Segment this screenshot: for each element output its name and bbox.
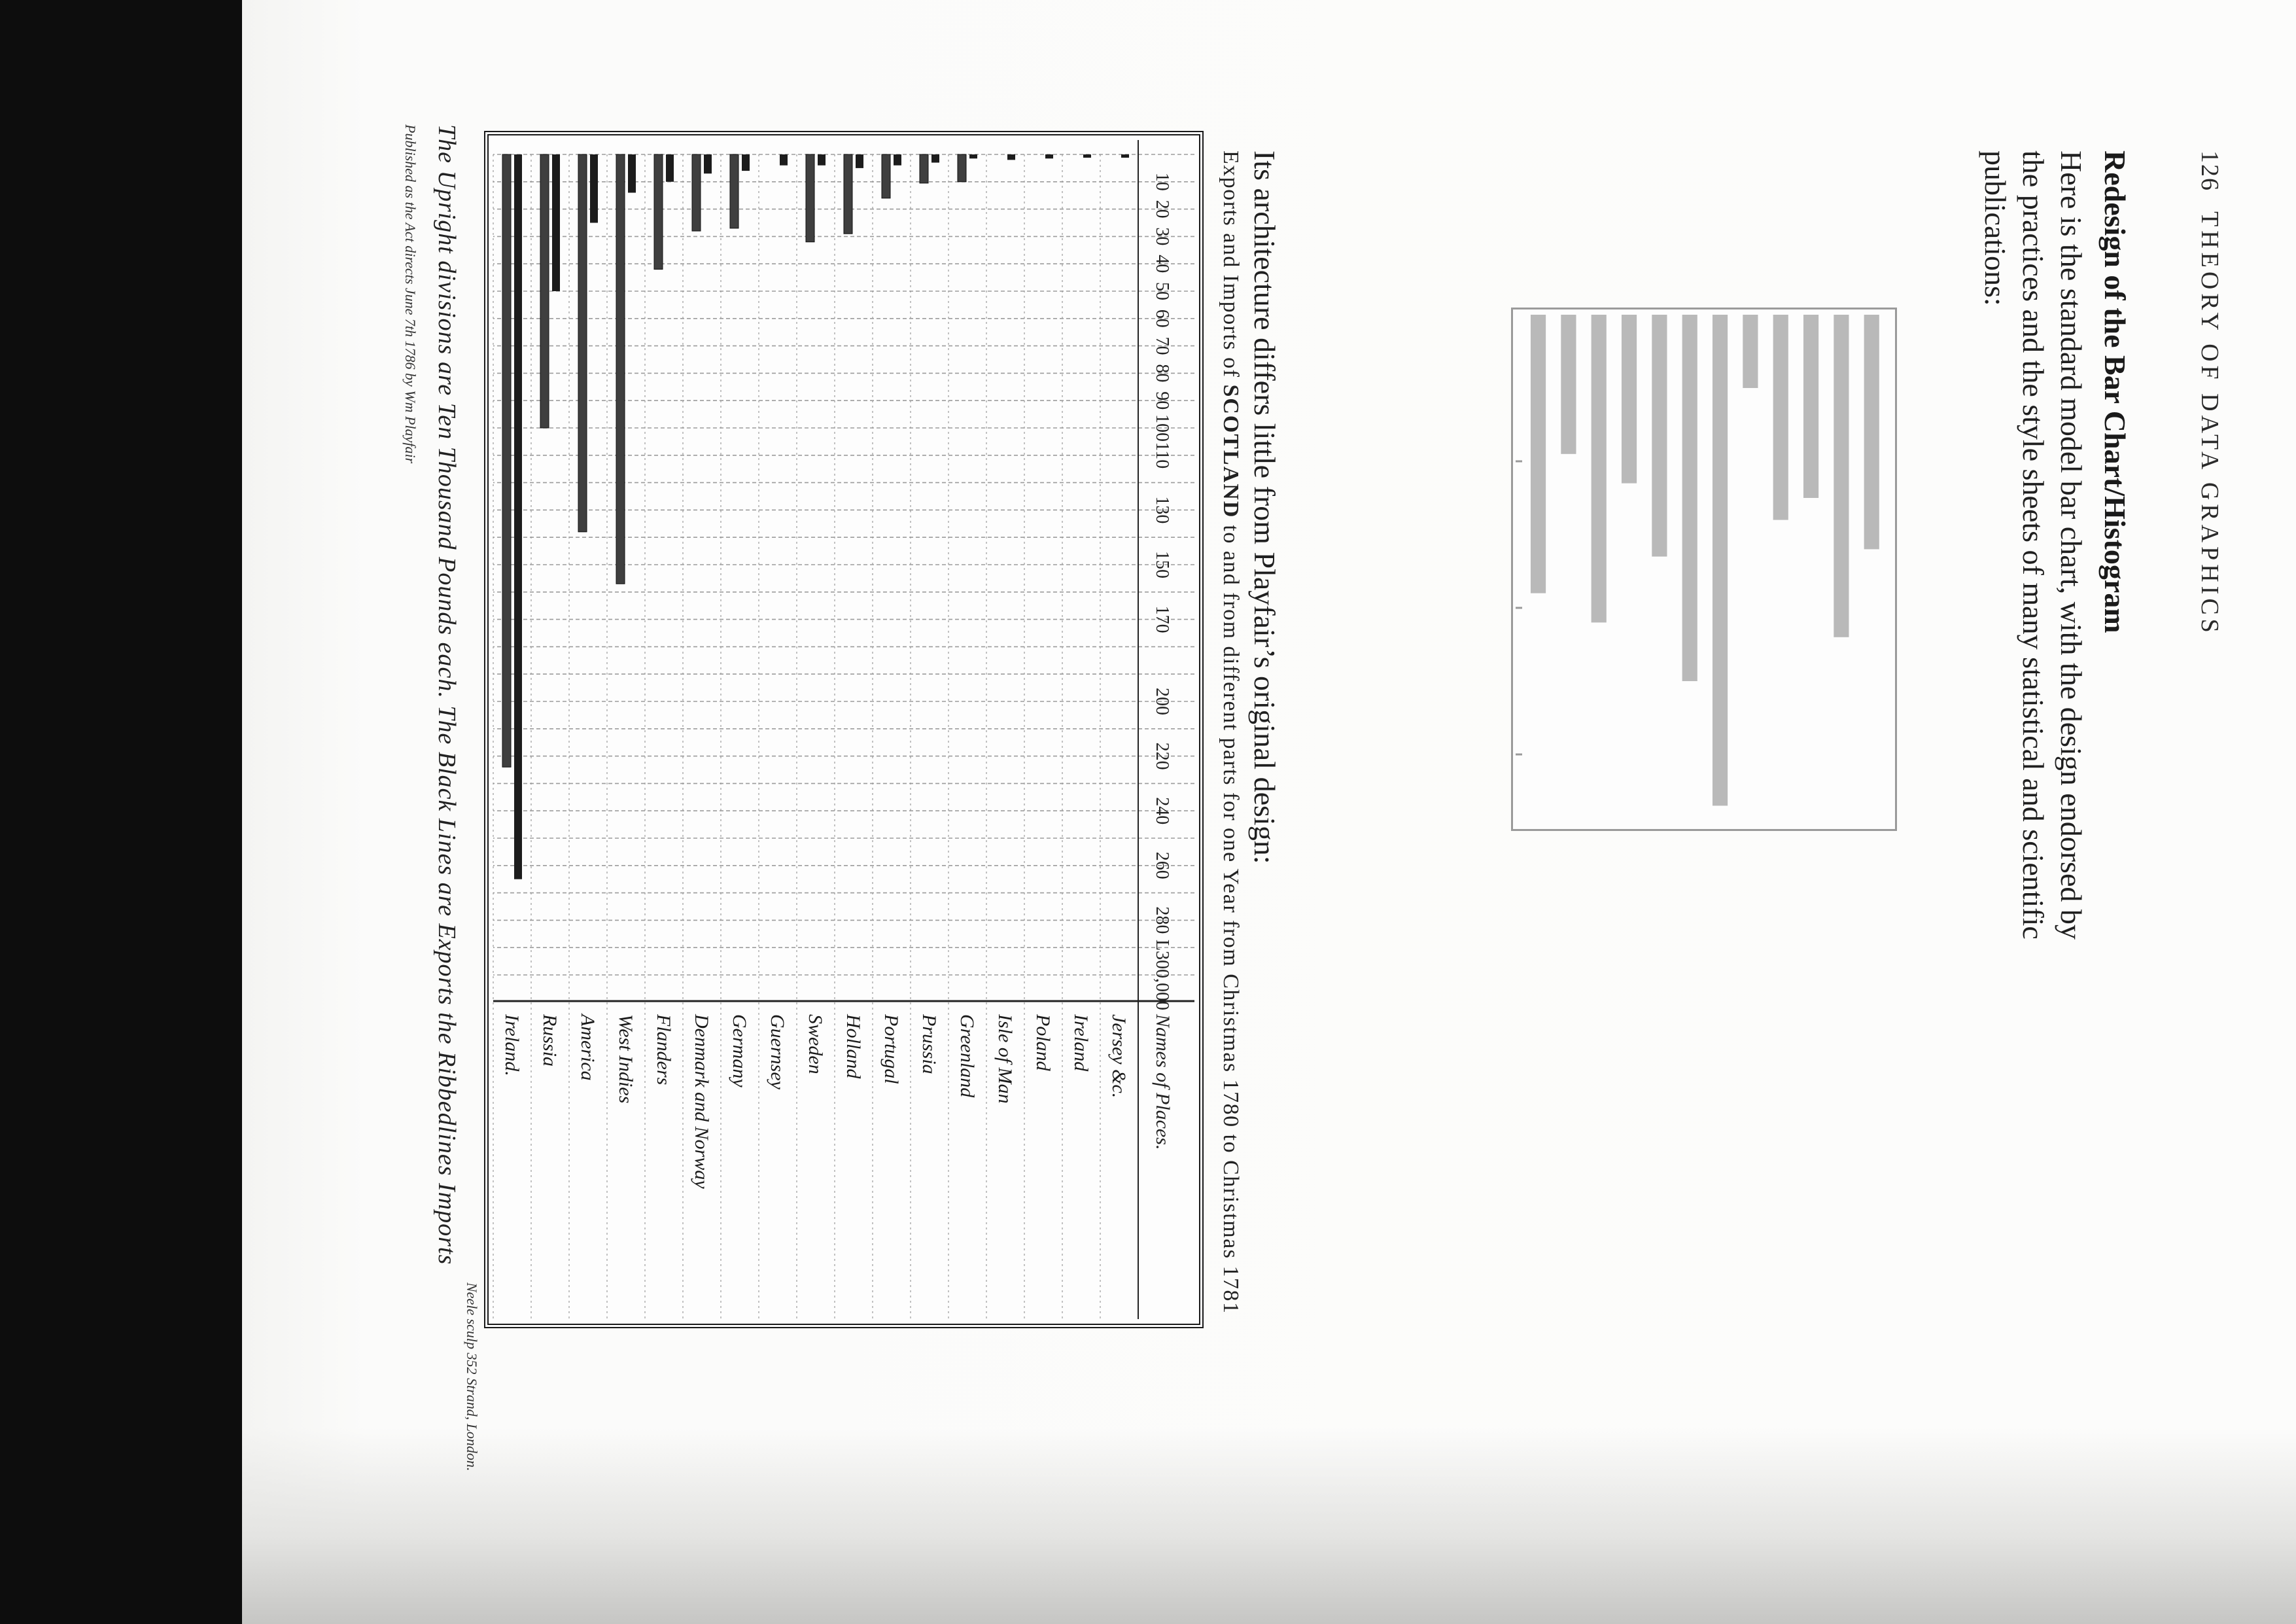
playfair-title-country: SCOTLAND: [1219, 384, 1243, 519]
playfair-title-before: Exports and Imports of: [1219, 150, 1243, 378]
playfair-tick-label: 60: [1152, 309, 1172, 328]
playfair-category-label: Sweden: [805, 1014, 826, 1074]
playfair-export-bar: [856, 154, 863, 168]
modern-bar-chart-svg: [1516, 315, 1879, 806]
playfair-export-bar: [1121, 154, 1129, 158]
intro-sentence: Its architecture differs little from Pla…: [1248, 150, 1281, 864]
playfair-category-label: Denmark and Norway: [691, 1014, 712, 1189]
playfair-export-bar: [704, 154, 712, 174]
playfair-category-label: Guernsey: [767, 1014, 788, 1090]
playfair-tick-label: 240: [1152, 797, 1172, 824]
playfair-import-bar: [540, 154, 549, 429]
section-title: Redesign of the Bar Chart/Histogram: [2098, 150, 2132, 633]
playfair-export-bar: [666, 154, 674, 182]
playfair-category-header: Names of Places.: [1152, 1014, 1174, 1150]
running-head-title: THEORY OF DATA GRAPHICS: [2196, 211, 2223, 637]
playfair-import-bar: [881, 154, 891, 199]
playfair-tick-label: 220: [1152, 743, 1172, 770]
playfair-caption: The Upright divisions are Ten Thousand P…: [433, 124, 461, 1265]
playfair-import-bar: [578, 154, 587, 533]
playfair-category-label: Isle of Man: [994, 1014, 1016, 1104]
playfair-category-label: Germany: [729, 1014, 750, 1087]
body-paragraph: Here is the standard model bar chart, wi…: [1979, 150, 2088, 940]
playfair-import-bar: [957, 154, 967, 183]
playfair-import-bar: [919, 154, 929, 184]
playfair-category-label: Ireland: [1070, 1014, 1092, 1072]
playfair-import-bar: [653, 154, 663, 270]
playfair-category-label: Prussia: [918, 1014, 940, 1074]
playfair-export-bar: [931, 154, 939, 163]
playfair-tick-label: 70: [1152, 337, 1172, 355]
playfair-tick-label: 30: [1152, 227, 1172, 245]
playfair-export-bar: [1007, 154, 1015, 160]
modern-bar: [1591, 315, 1607, 623]
playfair-tick-label: 40: [1152, 255, 1172, 273]
playfair-tick-label: 150: [1152, 551, 1172, 578]
modern-bar: [1530, 315, 1546, 593]
rotated-page-content: 126 THEORY OF DATA GRAPHICS Redesign of t…: [402, 124, 2224, 1557]
modern-bar: [1652, 315, 1667, 557]
playfair-tick-label: 260: [1152, 852, 1172, 879]
playfair-tick-label: 280: [1152, 906, 1172, 934]
playfair-export-bar: [742, 154, 750, 171]
playfair-export-bar: [780, 154, 788, 166]
playfair-category-label: West Indies: [615, 1014, 636, 1103]
playfair-category-label: Holland: [843, 1014, 864, 1079]
playfair-category-label: Flanders: [653, 1014, 674, 1085]
modern-bar: [1561, 315, 1576, 454]
modern-bar: [1864, 315, 1879, 550]
modern-bar: [1682, 315, 1697, 681]
playfair-export-bar: [1045, 154, 1053, 159]
playfair-tick-label: 80: [1152, 364, 1172, 382]
modern-bar: [1712, 315, 1728, 806]
playfair-tick-label: 100: [1152, 414, 1172, 442]
playfair-import-bar: [502, 154, 512, 768]
playfair-import-bar: [843, 154, 853, 234]
playfair-tick-label: 50: [1152, 282, 1172, 300]
engraver-credit: Neele sculp 352 Strand, London.: [464, 1282, 480, 1472]
playfair-import-bar: [805, 154, 815, 243]
playfair-export-bar: [818, 154, 826, 166]
modern-bar: [1773, 315, 1788, 520]
book-gutter-shadow: [242, 1428, 2296, 1624]
publication-note: Published as the Act directs June 7th 17…: [402, 124, 419, 464]
playfair-import-bar: [616, 154, 625, 584]
playfair-export-bar: [590, 154, 598, 223]
playfair-category-label: Poland: [1032, 1014, 1054, 1072]
playfair-category-label: Portugal: [880, 1014, 902, 1084]
playfair-category-label: America: [577, 1013, 599, 1081]
modern-bar: [1743, 315, 1758, 388]
playfair-tick-label: 170: [1152, 606, 1172, 633]
playfair-category-label: Greenland: [956, 1014, 978, 1098]
playfair-title-after: to and from different parts for one Year…: [1219, 525, 1243, 1315]
playfair-tick-label: 10: [1152, 173, 1172, 191]
playfair-chart-title: Exports and Imports of SCOTLAND to and f…: [1218, 150, 1243, 1348]
playfair-export-bar: [969, 154, 977, 159]
playfair-tick-label: 110: [1152, 442, 1172, 468]
playfair-tick-label: L300,000: [1152, 940, 1172, 1010]
modern-bar: [1834, 315, 1849, 637]
playfair-export-bar: [552, 154, 560, 291]
playfair-category-label: Russia: [539, 1014, 561, 1067]
modern-bar: [1803, 315, 1819, 498]
playfair-category-label: Ireland.: [501, 1014, 523, 1076]
playfair-tick-label: 130: [1152, 496, 1172, 523]
playfair-tick-label: 200: [1152, 688, 1172, 715]
modern-bar: [1621, 315, 1637, 484]
playfair-tick-label: 20: [1152, 200, 1172, 219]
playfair-import-bar: [691, 154, 701, 232]
playfair-tick-label: 90: [1152, 391, 1172, 410]
playfair-export-bar: [894, 154, 901, 166]
modern-bar-chart: [1511, 308, 1897, 831]
playfair-export-bar: [1083, 154, 1091, 158]
playfair-export-bar: [514, 154, 522, 879]
playfair-import-bar: [729, 154, 739, 229]
running-head: 126 THEORY OF DATA GRAPHICS: [2195, 150, 2224, 637]
page-number: 126: [2196, 150, 2223, 192]
playfair-export-bar: [628, 154, 636, 193]
playfair-category-label: Jersey &c.: [1108, 1014, 1130, 1098]
